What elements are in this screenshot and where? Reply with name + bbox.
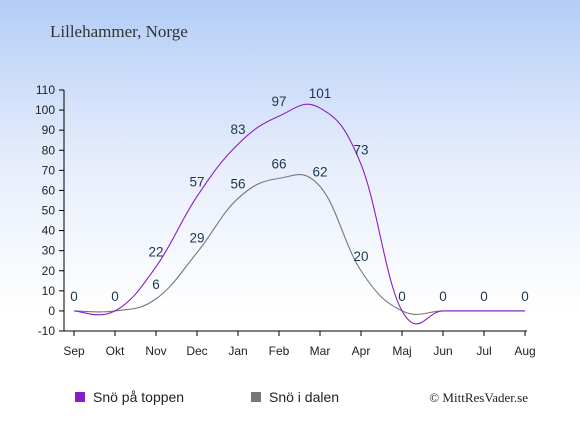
series-line-valley: [73, 174, 525, 315]
legend-swatch-top: [75, 392, 85, 402]
y-tick-label: 90: [42, 123, 56, 137]
data-label-top: 97: [271, 94, 286, 109]
legend-label-top: Snö på toppen: [93, 389, 184, 405]
x-tick-label: Feb: [269, 344, 290, 358]
data-label-top: 73: [353, 142, 368, 157]
legend: Snö på toppen Snö i dalen: [75, 389, 339, 405]
legend-swatch-valley: [251, 392, 261, 402]
x-tick-label: Dec: [186, 344, 207, 358]
data-label-top: 57: [189, 174, 204, 189]
data-label-top: 22: [148, 245, 163, 260]
y-tick-label: 20: [42, 264, 56, 278]
data-labels: 0 0 22 57 83 97 101 73 0 0 0 0 6 29 56 66 62 20: [70, 86, 529, 304]
data-label-top: 83: [230, 122, 245, 137]
y-tick-label: 100: [35, 103, 55, 117]
x-tick-label: Jul: [476, 344, 491, 358]
y-tick-label: 70: [42, 163, 56, 177]
data-label-valley: 29: [189, 231, 204, 246]
page-title: Lillehammer, Norge: [50, 22, 188, 41]
y-tick-label: 40: [42, 224, 56, 238]
x-tick-label: Aug: [514, 344, 535, 358]
data-label-top: 101: [309, 86, 332, 101]
data-label-top: 0: [439, 289, 447, 304]
x-tick-label: Nov: [145, 344, 166, 358]
x-tick-label: Maj: [392, 344, 411, 358]
data-label-valley: 56: [230, 176, 245, 191]
data-label-top: 0: [521, 289, 529, 304]
series-line-top: [73, 103, 525, 325]
data-label-top: 0: [70, 289, 78, 304]
x-tick-label: Sep: [63, 344, 85, 358]
legend-label-valley: Snö i dalen: [269, 389, 339, 405]
data-label-valley: 66: [271, 156, 286, 171]
data-label-top: 0: [480, 289, 488, 304]
copyright-text: © MittResVader.se: [429, 390, 528, 405]
x-tick-label: Apr: [352, 344, 371, 358]
y-tick-label: 10: [42, 284, 56, 298]
series-lines: [73, 103, 525, 325]
y-tick-label: -10: [38, 324, 56, 338]
x-tick-label: Jun: [433, 344, 452, 358]
data-label-valley: 62: [312, 164, 327, 179]
y-tick-label: 110: [36, 83, 55, 97]
data-label-valley: 20: [353, 249, 368, 264]
y-tick-label: 80: [42, 143, 56, 157]
y-tick-label: 0: [48, 304, 55, 318]
data-label-valley: 6: [152, 277, 160, 292]
y-tick-label: 30: [42, 244, 56, 258]
y-tick-label: 60: [42, 183, 56, 197]
x-tick-label: Mar: [310, 344, 331, 358]
data-label-top: 0: [398, 289, 406, 304]
x-tick-label: Okt: [106, 344, 125, 358]
x-tick-label: Jan: [228, 344, 247, 358]
data-label-top: 0: [111, 289, 119, 304]
y-tick-label: 50: [42, 204, 56, 218]
